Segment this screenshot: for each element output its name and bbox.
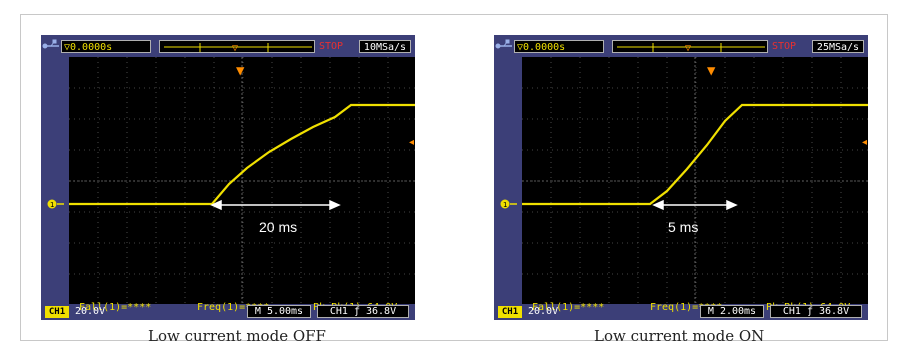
duration-label: 5 ms — [668, 219, 699, 235]
svg-text:1: 1 — [503, 201, 507, 209]
caption-on: Low current mode ON — [594, 327, 765, 345]
waveform-display: ▼ ◂ — [69, 57, 415, 304]
channel1-marker-icon: 1 — [47, 199, 64, 209]
timeline-graphic: ▽ — [164, 43, 312, 54]
sample-rate: 25MSa/s — [812, 40, 864, 53]
grid — [522, 57, 868, 304]
trigger-time: ▽0.0000s — [517, 42, 566, 53]
duration-arrow — [652, 199, 738, 211]
run-status[interactable]: STOP — [772, 41, 797, 52]
sample-rate: 10MSa/s — [359, 40, 411, 53]
duration-label: 20 ms — [259, 219, 298, 235]
meas-freq: Freq(1)=**** — [197, 302, 270, 313]
trigger-time-box[interactable]: ▽0.0000s — [514, 40, 604, 53]
trigger-time-box[interactable]: ▽0.0000s — [61, 40, 151, 53]
trace-ch1 — [522, 103, 868, 206]
status-bar: CH1 20.0V M 2.00ms CH1 ƒ 36.8V — [494, 304, 868, 320]
time-base: M 2.00ms — [700, 305, 764, 318]
run-status[interactable]: STOP — [319, 41, 344, 52]
grid — [69, 57, 415, 304]
trigger-marker-icon: ▼ — [707, 63, 716, 79]
scope-screen: ▼ ◂ 5 ms Fall(1)=**** Freq(1)=**** Pk-Pk… — [522, 57, 868, 313]
timeline-trigger-icon: ▽ — [685, 43, 691, 54]
waveform-display: ▼ ◂ — [522, 57, 868, 304]
trigger-level-icon: ◂ — [409, 137, 414, 148]
timeline-graphic: ▽ — [617, 43, 765, 54]
trigger-setting: CH1 ƒ 36.8V — [770, 305, 862, 318]
usb-icon — [495, 39, 512, 49]
trigger-level-icon: ◂ — [862, 137, 867, 148]
usb-icon — [42, 39, 59, 49]
trace-ch1 — [69, 103, 415, 206]
trigger-setting: CH1 ƒ 36.8V — [317, 305, 409, 318]
meas-freq: Freq(1)=**** — [650, 302, 723, 313]
scope-screen: ▼ ◂ 20 ms Fall(1)=**** Freq(1)=**** Pk-P… — [69, 57, 415, 313]
usb-icon-wrap — [495, 39, 512, 49]
meas-fall: Fall(1)=**** — [79, 302, 152, 313]
timeline-trigger-icon: ▽ — [232, 43, 238, 54]
oscilloscope-panel-on: ▽0.0000s ▽ STOP 25MSa/s — [494, 35, 868, 320]
time-base: M 5.00ms — [247, 305, 311, 318]
usb-icon-wrap — [42, 39, 59, 49]
channel-label[interactable]: CH1 — [498, 306, 522, 318]
status-bar: CH1 20.0V M 5.00ms CH1 ƒ 36.8V — [41, 304, 415, 320]
trigger-marker-icon: ▼ — [236, 63, 245, 79]
caption-off: Low current mode OFF — [148, 327, 326, 345]
channel-scale: 20.0V — [528, 306, 559, 317]
channel1-marker-icon: 1 — [500, 199, 517, 209]
timeline-bar[interactable]: ▽ — [159, 40, 315, 54]
timeline-bar[interactable]: ▽ — [612, 40, 768, 54]
figure-frame — [20, 14, 888, 341]
oscilloscope-panel-off: ▽0.0000s ▽ STOP 10MSa/s — [41, 35, 415, 320]
trigger-time: ▽0.0000s — [64, 42, 113, 53]
svg-text:1: 1 — [50, 201, 54, 209]
meas-fall: Fall(1)=**** — [532, 302, 605, 313]
duration-arrow — [210, 199, 341, 211]
channel-label[interactable]: CH1 — [45, 306, 69, 318]
channel-scale: 20.0V — [75, 306, 106, 317]
